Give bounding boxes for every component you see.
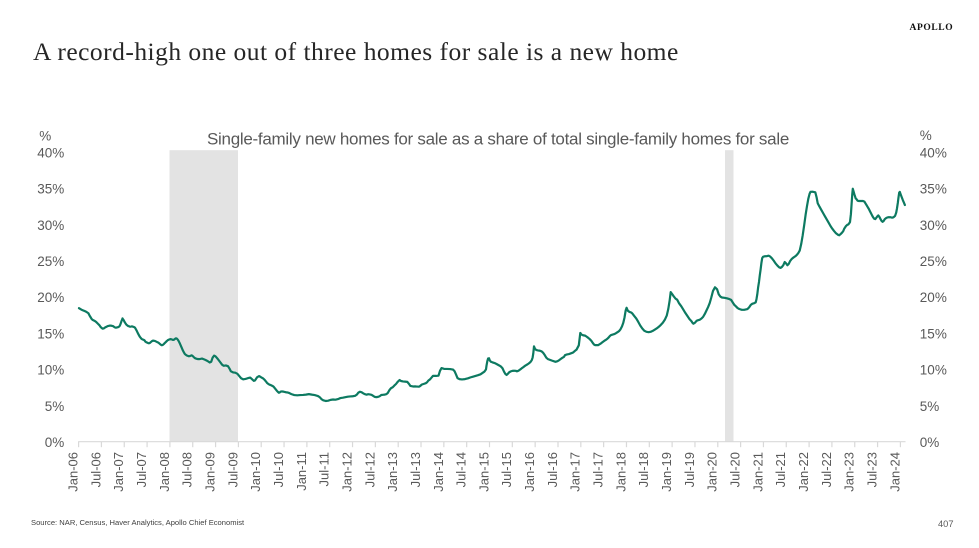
svg-text:Jan-14: Jan-14 [431,452,446,492]
svg-text:Jul-17: Jul-17 [591,452,606,487]
svg-text:5%: 5% [920,399,940,414]
svg-text:Jan-19: Jan-19 [659,452,674,492]
svg-text:Jul-08: Jul-08 [180,452,195,487]
svg-text:10%: 10% [37,363,64,378]
svg-text:0%: 0% [45,435,65,450]
svg-text:Jan-18: Jan-18 [613,452,628,492]
svg-text:Jul-16: Jul-16 [545,452,560,487]
svg-text:Jan-17: Jan-17 [568,452,583,492]
svg-text:Jul-20: Jul-20 [728,452,743,487]
svg-text:%: % [920,128,932,143]
svg-text:Jul-11: Jul-11 [317,452,332,486]
svg-text:Jan-23: Jan-23 [842,452,857,492]
svg-text:15%: 15% [37,326,64,341]
svg-text:35%: 35% [920,182,947,197]
svg-text:Jul-06: Jul-06 [88,452,103,487]
svg-text:Jul-10: Jul-10 [271,452,286,487]
svg-text:Jan-09: Jan-09 [202,452,217,492]
svg-text:30%: 30% [37,218,64,233]
svg-text:40%: 40% [37,145,64,160]
svg-text:Jan-12: Jan-12 [339,452,354,492]
svg-text:Jul-13: Jul-13 [408,452,423,487]
svg-text:Jul-12: Jul-12 [362,452,377,487]
svg-text:Jul-18: Jul-18 [636,452,651,487]
svg-text:10%: 10% [920,363,947,378]
svg-text:Jan-20: Jan-20 [705,452,720,492]
svg-text:Jul-14: Jul-14 [454,452,469,487]
svg-text:%: % [39,129,51,144]
svg-text:Jan-24: Jan-24 [887,452,902,492]
svg-text:Jan-10: Jan-10 [248,452,263,492]
svg-text:Jul-23: Jul-23 [864,452,879,487]
svg-text:0%: 0% [920,435,940,450]
svg-text:Jul-19: Jul-19 [682,452,697,487]
svg-text:Jan-13: Jan-13 [385,452,400,492]
svg-text:Jan-07: Jan-07 [111,452,126,492]
svg-text:35%: 35% [37,182,64,197]
svg-text:Jan-16: Jan-16 [522,452,537,492]
svg-text:Jul-21: Jul-21 [773,452,788,487]
svg-text:Jul-15: Jul-15 [499,452,514,487]
svg-text:Jul-09: Jul-09 [225,452,240,487]
svg-text:25%: 25% [920,254,947,269]
svg-text:Jan-22: Jan-22 [796,452,811,492]
svg-text:20%: 20% [920,290,947,305]
svg-text:Jan-15: Jan-15 [476,452,491,492]
svg-text:25%: 25% [37,254,64,269]
svg-text:Jul-22: Jul-22 [819,452,834,487]
svg-text:Jan-08: Jan-08 [157,452,172,492]
svg-text:30%: 30% [920,218,947,233]
svg-text:Jul-07: Jul-07 [134,452,149,487]
svg-text:Jan-06: Jan-06 [66,452,81,492]
svg-text:40%: 40% [920,145,947,160]
svg-text:Jan-11: Jan-11 [294,452,309,491]
svg-text:15%: 15% [920,326,947,341]
svg-text:20%: 20% [37,290,64,305]
svg-text:5%: 5% [45,399,65,414]
svg-text:Single-family new homes for sa: Single-family new homes for sale as a sh… [207,129,789,148]
svg-text:Jan-21: Jan-21 [750,452,765,492]
